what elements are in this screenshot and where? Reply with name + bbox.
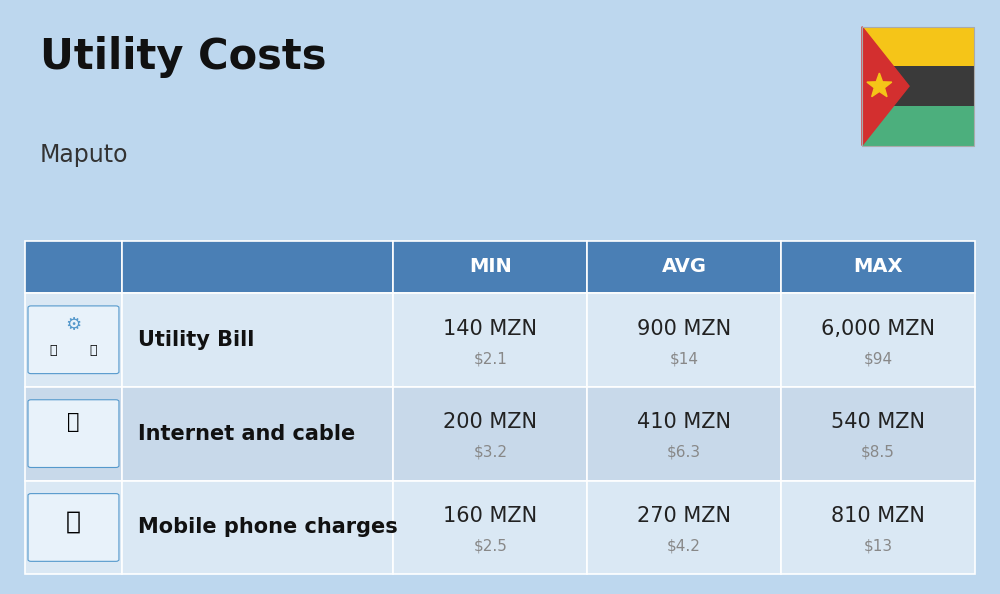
Bar [781, 481, 975, 574]
Text: 160 MZN: 160 MZN [443, 506, 537, 526]
Text: $13: $13 [863, 539, 893, 554]
Polygon shape [862, 27, 909, 146]
Bar [862, 67, 974, 106]
Text: MIN: MIN [469, 257, 512, 276]
Text: 900 MZN: 900 MZN [637, 318, 731, 339]
Text: $4.2: $4.2 [667, 539, 701, 554]
Bar [25, 293, 122, 387]
Bar [781, 241, 975, 293]
Bar [862, 27, 974, 67]
Text: 📱: 📱 [66, 510, 81, 533]
Text: $8.5: $8.5 [861, 445, 895, 460]
Bar [122, 241, 393, 293]
Bar [25, 481, 122, 574]
Text: 📡: 📡 [67, 412, 80, 432]
Bar [393, 387, 587, 481]
Bar [25, 241, 122, 293]
Text: 270 MZN: 270 MZN [637, 506, 731, 526]
Text: $94: $94 [863, 351, 893, 366]
Text: $2.5: $2.5 [473, 539, 507, 554]
Text: 6,000 MZN: 6,000 MZN [821, 318, 935, 339]
Bar [587, 293, 781, 387]
Bar [25, 387, 122, 481]
Text: ⚙: ⚙ [65, 316, 82, 334]
FancyBboxPatch shape [28, 306, 119, 374]
Text: 540 MZN: 540 MZN [831, 412, 925, 432]
FancyBboxPatch shape [28, 400, 119, 467]
Bar [587, 387, 781, 481]
Text: AVG: AVG [662, 257, 707, 276]
Text: 200 MZN: 200 MZN [443, 412, 537, 432]
Bar [393, 293, 587, 387]
Text: 🔌: 🔌 [50, 344, 57, 357]
Bar [587, 481, 781, 574]
Bar [781, 293, 975, 387]
Text: Maputo: Maputo [40, 143, 128, 166]
Text: 140 MZN: 140 MZN [443, 318, 537, 339]
Bar [122, 387, 393, 481]
Bar [862, 106, 974, 146]
Text: Mobile phone charges: Mobile phone charges [138, 517, 398, 538]
Bar [781, 387, 975, 481]
Text: Utility Bill: Utility Bill [138, 330, 255, 350]
Polygon shape [867, 73, 892, 97]
Text: $2.1: $2.1 [473, 351, 507, 366]
Bar [587, 241, 781, 293]
Text: 810 MZN: 810 MZN [831, 506, 925, 526]
Bar [122, 481, 393, 574]
Text: $3.2: $3.2 [473, 445, 507, 460]
FancyBboxPatch shape [28, 494, 119, 561]
Text: Internet and cable: Internet and cable [138, 424, 355, 444]
Text: MAX: MAX [853, 257, 903, 276]
Bar [393, 481, 587, 574]
Text: 410 MZN: 410 MZN [637, 412, 731, 432]
Text: $6.3: $6.3 [667, 445, 701, 460]
Text: 💧: 💧 [90, 344, 97, 357]
Bar [393, 241, 587, 293]
Bar [862, 27, 974, 146]
Bar [122, 293, 393, 387]
Text: Utility Costs: Utility Costs [40, 36, 326, 78]
Text: $14: $14 [670, 351, 699, 366]
